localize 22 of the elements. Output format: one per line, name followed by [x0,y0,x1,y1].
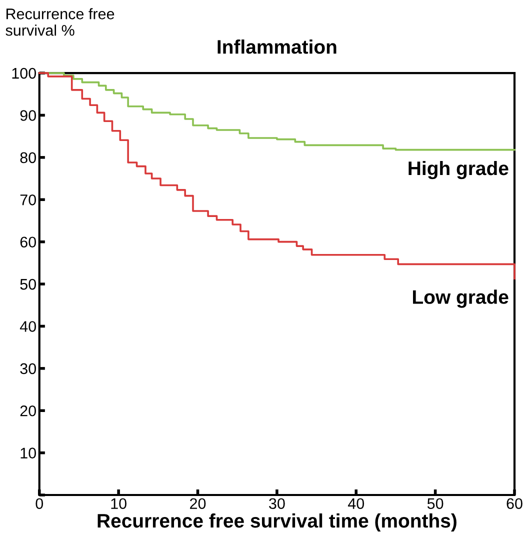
x-tick-label: 0 [36,498,44,510]
x-tick-label: 40 [348,498,364,510]
chart-title: Inflammation [218,40,336,54]
x-tick-label: 60 [506,498,522,510]
y-tick-label: 60 [20,236,36,248]
y-tick-label: 10 [20,448,36,459]
y-tick-label: 80 [20,152,36,164]
y-tick-label: 30 [20,363,36,374]
y-tick-label: 90 [20,110,36,121]
x-tick-label: 10 [111,498,126,510]
x-tick-label: 30 [269,498,285,510]
x-tick-label: 20 [190,498,206,510]
y-axis-title: Recurrence free survival % [6,8,114,36]
y-tick-label: 20 [20,405,36,416]
y-tick-label: 70 [20,194,36,206]
x-tick-label: 50 [427,498,444,510]
series-label: Low grade [413,290,508,308]
y-tick-label: 100 [12,68,36,79]
x-axis-title: Recurrence free survival time (months) [98,513,456,532]
series-label: High grade [408,160,508,180]
y-tick-label: 50 [20,278,36,290]
y-tick-label: 40 [20,321,36,332]
